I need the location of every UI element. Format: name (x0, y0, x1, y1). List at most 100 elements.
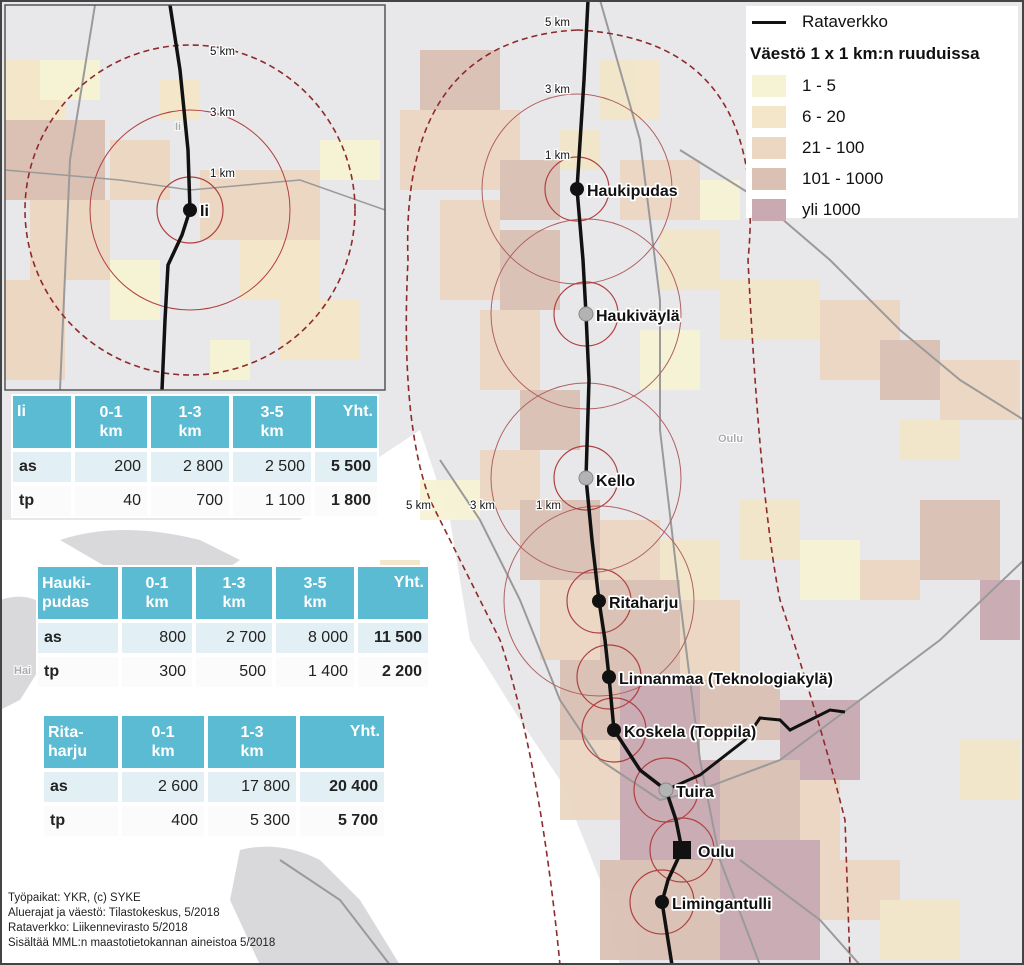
table-haukipudas: Hauki-pudas 0-1 km 1-3 km 3-5 km Yht. as 80… (36, 565, 430, 689)
legend-swatch (752, 75, 786, 97)
station-marker-oulu[interactable] (673, 841, 691, 859)
table-header-cell: 1-3 km (149, 394, 231, 450)
table-cell: 17 800 (206, 770, 298, 804)
table-ii: Ii 0-1 km 1-3 km 3-5 km Yht. as 200 2 800 2… (11, 394, 379, 518)
station-label-limingantulli: Limingantulli (672, 896, 772, 913)
table-header-cell: 0-1 km (120, 714, 206, 770)
table-header-cell: Ii (11, 394, 73, 450)
table-cell: 800 (120, 621, 194, 655)
dist-label-3km-side: 3 km (470, 500, 495, 512)
table-header-cell: 0-1 km (120, 565, 194, 621)
table-row: tp 400 5 300 5 700 (42, 804, 386, 838)
legend-class-label: 101 - 1000 (802, 169, 884, 188)
distance-labels: 5 km 3 km 1 km 5 km 3 km 1 km 5 km 3 km … (209, 16, 571, 514)
table-cell: 200 (73, 450, 149, 484)
table-cell: 700 (149, 484, 231, 518)
legend-class-row: 21 - 100 (752, 136, 864, 160)
legend-rail-label: Rataverkko (802, 12, 888, 31)
dist-label-5km-main: 5 km (545, 17, 570, 29)
table-cell: 1 400 (274, 655, 356, 689)
table-row: tp 300 500 1 400 2 200 (36, 655, 430, 689)
table-row: tp 40 700 1 100 1 800 (11, 484, 379, 518)
station-labels: Ii Haukipudas Haukiväylä Kello Ritaharju… (198, 181, 834, 915)
table-ritaharju: Rita-harju 0-1 km 1-3 km Yht. as 2 600 17 … (42, 714, 386, 838)
station-marker-linnanmaa[interactable] (602, 670, 616, 684)
legend-rail-row: Rataverkko (752, 10, 888, 34)
table-cell: tp (11, 484, 73, 518)
station-marker-haukipudas[interactable] (570, 182, 584, 196)
dist-label-5km-side: 5 km (406, 500, 431, 512)
table-cell: 2 500 (231, 450, 313, 484)
table-header-cell: Yht. (298, 714, 386, 770)
table-header-cell: Yht. (356, 565, 430, 621)
road-network (279, 0, 1024, 965)
station-label-haukipudas: Haukipudas (587, 183, 678, 200)
table-cell: 2 700 (194, 621, 274, 655)
legend-class-row: yli 1000 (752, 198, 861, 222)
station-label-linnanmaa: Linnanmaa (Teknologiakylä) (619, 671, 833, 688)
station-label-koskela: Koskela (Toppila) (624, 724, 756, 741)
attribution-line: Rataverkko: Liikennevirasto 5/2018 (8, 922, 188, 934)
railway-line (575, 0, 684, 965)
station-label-haukivayla: Haukiväylä (596, 308, 680, 325)
dist-label-5km-inset: 5 km (210, 46, 235, 58)
table-cell: 1 100 (231, 484, 313, 518)
station-label-ritaharju: Ritaharju (609, 595, 678, 612)
dist-label-3km-main: 3 km (545, 84, 570, 96)
station-label-tuira: Tuira (676, 784, 714, 801)
station-marker-limingantulli[interactable] (655, 895, 669, 909)
table-cell: 2 600 (120, 770, 206, 804)
land-fragment (230, 846, 400, 965)
table-cell: tp (42, 804, 120, 838)
legend-class-row: 101 - 1000 (752, 167, 883, 191)
station-marker-kello[interactable] (578, 470, 594, 486)
station-marker-koskela[interactable] (607, 723, 621, 737)
legend-class-row: 1 - 5 (752, 74, 836, 98)
station-markers (183, 182, 691, 909)
table-header-cell: Hauki-pudas (36, 565, 120, 621)
legend-title: Väestö 1 x 1 km:n ruuduissa (750, 44, 980, 63)
table-cell: tp (36, 655, 120, 689)
legend-class-label: 1 - 5 (802, 76, 837, 95)
station-marker-ritaharju[interactable] (592, 594, 606, 608)
rail-line-swatch (752, 20, 786, 24)
station-marker-haukivayla[interactable] (578, 306, 594, 322)
place-label-ii: Ii (175, 121, 181, 133)
station-label-ii: Ii (200, 203, 209, 220)
station-marker-ii[interactable] (183, 203, 197, 217)
table-cell: 2 800 (149, 450, 231, 484)
table-cell: 2 200 (356, 655, 430, 689)
legend-class-label: 6 - 20 (802, 107, 846, 126)
table-header-cell: Yht. (313, 394, 379, 450)
map-legend: Rataverkko Väestö 1 x 1 km:n ruuduissa 1… (746, 6, 1018, 221)
station-label-kello: Kello (596, 473, 635, 490)
attribution-line: Työpaikat: YKR, (c) SYKE (8, 892, 141, 904)
table-row: as 2 600 17 800 20 400 (42, 770, 386, 804)
station-label-oulu: Oulu (698, 844, 734, 861)
table-cell: 300 (120, 655, 194, 689)
dist-label-1km-main: 1 km (545, 150, 570, 162)
distance-buffers (405, 29, 851, 965)
table-header-cell: 1-3 km (194, 565, 274, 621)
table-cell: 1 800 (313, 484, 379, 518)
legend-class-label: yli 1000 (802, 200, 861, 219)
attribution-text: Työpaikat: YKR, (c) SYKE Aluerajat ja vä… (8, 891, 275, 951)
place-label-oulu: Oulu (718, 433, 743, 445)
table-cell: 5 500 (313, 450, 379, 484)
attribution-line: Sisältää MML:n maastotietokannan aineist… (8, 937, 276, 949)
dist-label-1km-side: 1 km (536, 500, 561, 512)
inset-map (4, 4, 386, 391)
table-cell: as (36, 621, 120, 655)
place-labels: Oulu Ii Hai (13, 120, 744, 678)
station-marker-tuira[interactable] (658, 782, 674, 798)
table-header-cell: 3-5 km (231, 394, 313, 450)
table-cell: 40 (73, 484, 149, 518)
attribution-line: Aluerajat ja väestö: Tilastokeskus, 5/20… (8, 907, 220, 919)
dist-label-1km-inset: 1 km (210, 168, 235, 180)
table-cell: 500 (194, 655, 274, 689)
population-grid (380, 50, 1020, 960)
dist-label-3km-inset: 3 km (210, 107, 235, 119)
